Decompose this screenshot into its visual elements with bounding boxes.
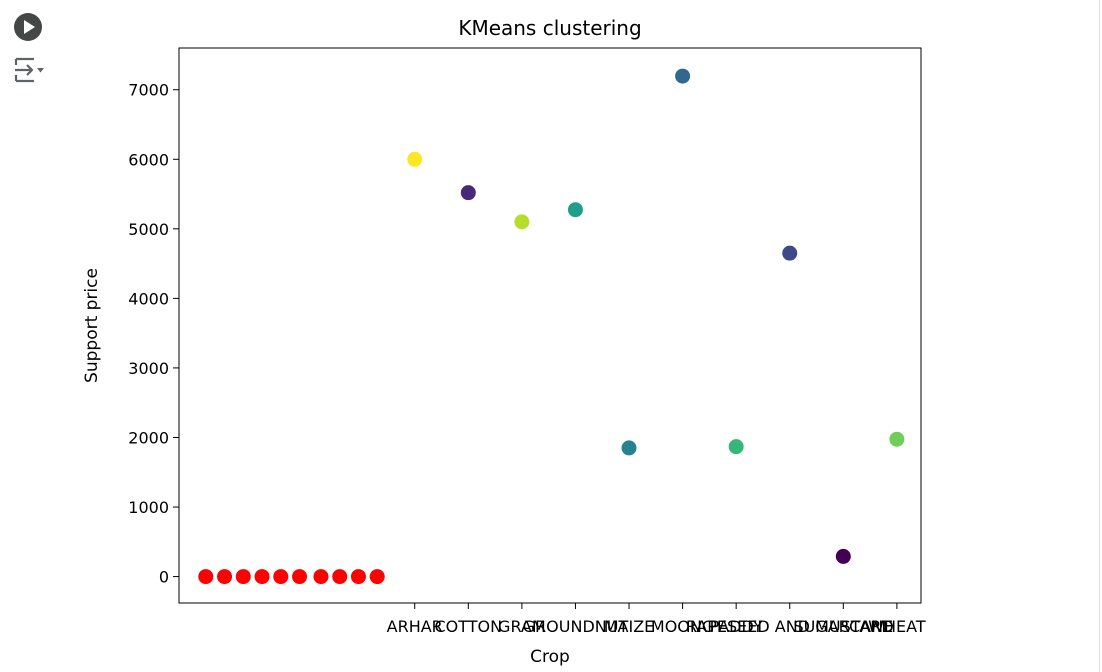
- data-point-cluster: [460, 185, 476, 201]
- data-point-red: [235, 569, 251, 585]
- x-tick-label: GROUNDNUT: [523, 617, 629, 636]
- y-tick-label: 1000: [128, 498, 169, 517]
- y-tick-label: 7000: [128, 81, 169, 100]
- chart-title: KMeans clustering: [458, 16, 641, 40]
- data-point-cluster: [621, 440, 637, 456]
- data-point-red: [217, 569, 233, 585]
- data-point-cluster: [835, 548, 851, 564]
- cell-border: [1099, 0, 1100, 672]
- play-circle-icon[interactable]: [13, 12, 43, 42]
- x-tick-label: COTTON: [435, 617, 503, 636]
- data-point-cluster: [567, 202, 583, 218]
- data-point-red: [313, 569, 329, 585]
- x-tick-label: GRAM: [498, 617, 546, 636]
- cell-gutter: [0, 0, 60, 672]
- y-axis-label: Support price: [82, 268, 102, 383]
- data-point-cluster: [782, 245, 798, 261]
- x-tick-label: SUGARCANE: [793, 617, 893, 636]
- data-point-red: [198, 569, 214, 585]
- y-tick-label: 0: [159, 568, 169, 587]
- plot-frame: [178, 47, 922, 604]
- data-point-red: [273, 569, 289, 585]
- data-point-red: [369, 569, 385, 585]
- x-axis-label: Crop: [530, 647, 570, 667]
- y-tick-label: 5000: [128, 220, 169, 239]
- x-tick-label: ARHAR: [387, 617, 443, 636]
- x-tick-label: MOONG: [651, 617, 714, 636]
- data-point-red: [332, 569, 348, 585]
- data-point-red: [350, 569, 366, 585]
- y-tick-label: 2000: [128, 428, 169, 447]
- y-tick-label: 4000: [128, 289, 169, 308]
- x-tick-label: PADDY: [710, 617, 763, 636]
- data-point-cluster: [514, 214, 530, 230]
- data-point-cluster: [675, 68, 691, 84]
- x-tick-label: RAPESEED AND MUSTARD: [686, 617, 894, 636]
- x-tick-label: WHEAT: [868, 617, 926, 636]
- output-toggle-icon[interactable]: [13, 56, 45, 84]
- data-point-cluster: [407, 151, 423, 167]
- data-point-red: [292, 569, 308, 585]
- y-tick-label: 3000: [128, 359, 169, 378]
- data-point-red: [254, 569, 270, 585]
- data-point-cluster: [889, 431, 905, 447]
- x-tick-label: MAIZE: [604, 617, 655, 636]
- data-point-cluster: [728, 439, 744, 455]
- y-tick-label: 6000: [128, 150, 169, 169]
